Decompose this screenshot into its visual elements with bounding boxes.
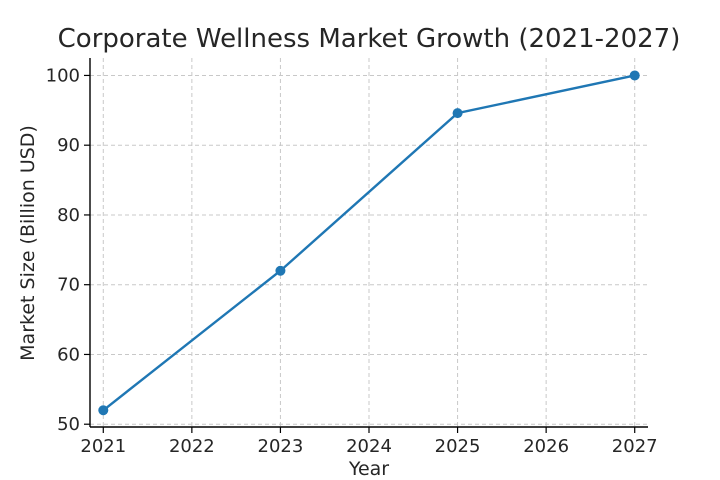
- x-tick-label: 2021: [80, 436, 126, 457]
- axes: 2021 2022 2023 2024 2025 2026 2027 50 60 70 80 90 10…: [46, 58, 658, 457]
- y-axis-label: Market Size (Billion USD): [17, 125, 39, 361]
- y-tick-label: 60: [57, 344, 80, 365]
- data-point: [98, 405, 109, 416]
- x-tick-label: 2027: [612, 436, 658, 457]
- data-point: [629, 70, 640, 81]
- y-tick-label: 70: [57, 275, 80, 296]
- x-tick-label: 2025: [435, 436, 481, 457]
- x-axis-label: Year: [348, 458, 389, 480]
- y-tick-label: 50: [57, 414, 80, 435]
- data-point: [452, 108, 463, 119]
- series-line: [102, 74, 635, 412]
- y-tick-label: 90: [57, 135, 80, 156]
- x-tick-label: 2023: [258, 436, 304, 457]
- x-tick-label: 2026: [523, 436, 569, 457]
- series: [98, 70, 640, 416]
- x-tick-label: 2024: [346, 436, 392, 457]
- y-tick-label: 100: [46, 65, 80, 86]
- y-tick-label: 80: [57, 205, 80, 226]
- data-point: [275, 265, 286, 276]
- chart-title: Corporate Wellness Market Growth (2021-2…: [58, 24, 681, 54]
- x-tick-label: 2022: [169, 436, 215, 457]
- grid: [90, 58, 648, 427]
